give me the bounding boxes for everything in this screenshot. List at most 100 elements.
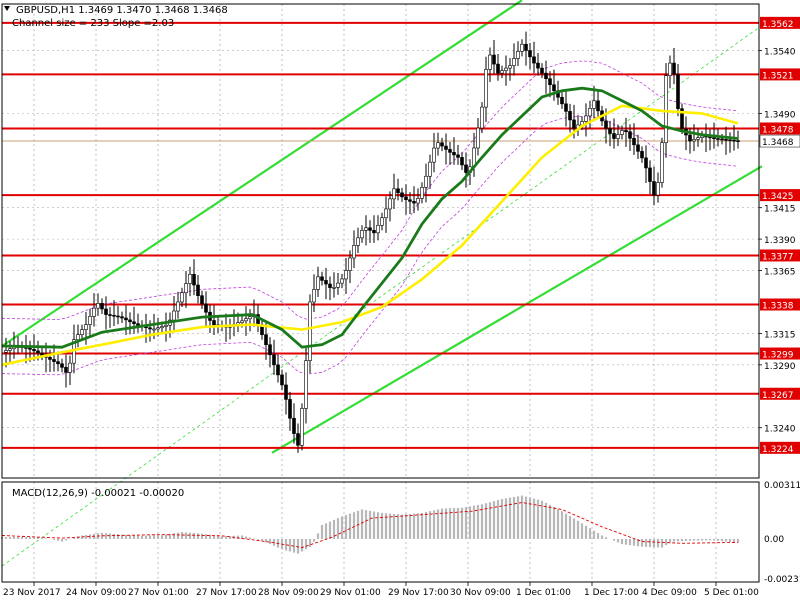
candle-body [384, 208, 388, 219]
candle-body [80, 329, 84, 335]
candle-body [156, 327, 160, 330]
channel-lower-line [271, 165, 763, 454]
time-axis-label: 4 Dec 09:00 [642, 588, 697, 598]
candle-body [696, 137, 700, 140]
candle-body [248, 316, 252, 320]
candle-body [552, 84, 556, 92]
candle-body [320, 276, 324, 281]
candle-body [4, 350, 8, 353]
candle-body [504, 67, 508, 71]
current-price-tag [759, 134, 800, 148]
candle-body [660, 142, 664, 183]
candle-body [100, 303, 104, 310]
level-tag-text: 1.3521 [762, 71, 794, 81]
time-axis-label: 1 Dec 17:00 [584, 588, 639, 598]
candle-body [668, 62, 672, 76]
candle-body [516, 51, 520, 59]
level-tag [760, 189, 800, 202]
candle-body [672, 62, 676, 75]
envelope-lower-line [1, 116, 739, 376]
candle-body [332, 287, 336, 289]
candle-body [732, 139, 736, 142]
candle-body [440, 142, 444, 147]
macd-tick-label: 0.00311 [764, 481, 800, 491]
candle-body [200, 295, 204, 305]
candle-body [212, 320, 216, 326]
candle-body [400, 192, 404, 198]
candle-body [532, 56, 536, 64]
candle-body [540, 67, 544, 74]
level-tag-text: 1.3377 [762, 252, 794, 262]
candle-body [172, 310, 176, 321]
candle-body [408, 199, 412, 202]
candle-body [676, 73, 680, 109]
level-tag [760, 122, 800, 135]
candle-body [312, 289, 316, 303]
level-tag-text: 1.3338 [762, 301, 794, 311]
macd-panel-frame [1, 481, 760, 583]
candle-body [356, 237, 360, 246]
channel-upper-line [1, 0, 523, 347]
candle-body [284, 384, 288, 400]
candle-body [652, 181, 656, 196]
candle-body [596, 100, 600, 112]
candle-body [592, 100, 596, 109]
candle-body [416, 198, 420, 204]
time-axis-label: 23 Nov 2017 [3, 588, 61, 598]
candle-body [656, 182, 660, 196]
candle-body [240, 320, 244, 323]
candle-body [268, 344, 272, 356]
candle-body [68, 362, 72, 373]
candle-body [616, 134, 620, 139]
candle-body [428, 161, 432, 177]
candle-body [264, 334, 268, 346]
candle-body [104, 308, 108, 315]
candle-body [640, 151, 644, 159]
candle-body [380, 217, 384, 226]
candle-body [184, 283, 188, 294]
candle-body [316, 276, 320, 290]
price-tick-label: 1.3240 [764, 425, 796, 435]
candle-body [636, 144, 640, 152]
candle-body [300, 408, 304, 446]
candle-body [296, 433, 300, 446]
candle-body [92, 307, 96, 317]
candle-body [180, 292, 184, 303]
candle-body [464, 164, 468, 173]
level-tag-text: 1.3299 [762, 351, 794, 361]
candle-body [452, 152, 456, 156]
candle-body [572, 119, 576, 129]
candle-body [612, 133, 616, 139]
channel-info-label: Channel size = 233 Slope =2.03 [12, 18, 174, 29]
candle-body [148, 327, 152, 330]
candle-body [564, 103, 568, 112]
candle-body [96, 303, 100, 309]
candle-body [644, 157, 648, 169]
candle-body [152, 328, 156, 331]
candle-body [364, 227, 368, 231]
candle-body [136, 323, 140, 326]
candle-body [328, 283, 332, 288]
candle-body [132, 321, 136, 324]
time-axis-label: 28 Nov 09:00 [258, 588, 319, 598]
level-tag [760, 387, 800, 400]
candle-body [488, 54, 492, 70]
candle-body [348, 257, 352, 271]
price-tick-label: 1.3315 [764, 330, 796, 340]
candle-body [116, 315, 120, 318]
candle-body [680, 108, 684, 130]
candle-body [372, 230, 376, 234]
time-axis-label: 29 Nov 01:00 [320, 588, 381, 598]
time-axis-label: 27 Nov 17:00 [196, 588, 257, 598]
candle-body [324, 280, 328, 285]
price-tick-label: 1.3365 [764, 268, 796, 278]
envelope-upper-line [1, 60, 739, 320]
candle-body [288, 399, 292, 419]
ma-slow-line [1, 104, 739, 367]
macd-signal-line [1, 502, 739, 549]
time-axis-label: 30 Nov 09:00 [450, 588, 511, 598]
window-menu-arrow-icon[interactable] [4, 6, 10, 11]
candle-body [292, 417, 296, 434]
candle-body [368, 227, 372, 231]
